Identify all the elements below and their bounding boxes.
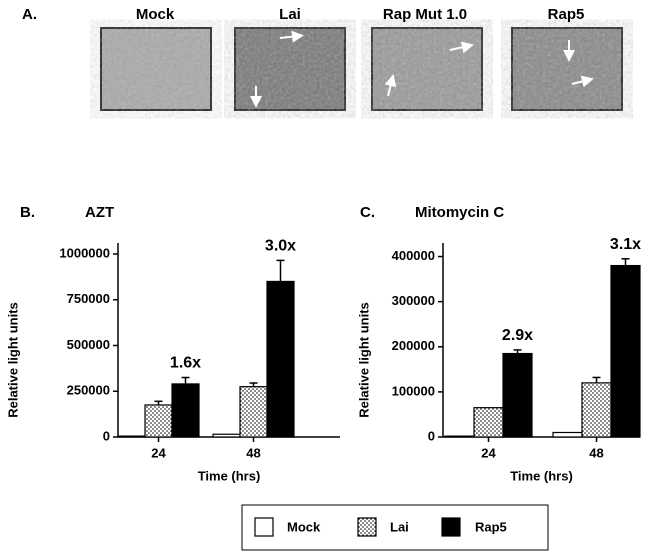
- micrograph: [100, 27, 212, 111]
- image-caption: Rap Mut 1.0: [383, 6, 467, 23]
- micrographs: [100, 27, 623, 111]
- chart-title: AZT: [85, 204, 114, 221]
- micrograph: [371, 27, 483, 111]
- legend-label: Mock: [287, 519, 321, 534]
- bar: [581, 382, 612, 438]
- bar: [473, 407, 504, 438]
- y-tick-label: 1000000: [59, 245, 110, 260]
- annotation: 3.1x: [610, 236, 641, 253]
- annotation: 2.9x: [502, 327, 533, 344]
- x-axis-label: Time (hrs): [198, 468, 261, 483]
- bar: [171, 383, 200, 438]
- x-tick-label: 24: [481, 445, 496, 460]
- error-bar: [513, 349, 522, 354]
- y-tick-label: 250000: [67, 383, 110, 398]
- bar: [212, 433, 241, 438]
- error-bar: [181, 376, 190, 384]
- bar: [117, 435, 146, 438]
- y-tick-label: 0: [103, 428, 110, 443]
- image-caption: Lai: [279, 6, 301, 23]
- bar: [610, 264, 641, 438]
- chart-title: Mitomycin C: [415, 204, 504, 221]
- bar: [266, 280, 295, 438]
- panel-label: B.: [20, 204, 35, 221]
- x-tick-label: 48: [246, 445, 260, 460]
- micrograph: [234, 27, 346, 111]
- y-tick-label: 0: [428, 428, 435, 443]
- legend-label: Lai: [390, 519, 409, 534]
- image-caption: Rap5: [548, 6, 585, 23]
- bar: [239, 386, 268, 438]
- legend-label: Rap5: [475, 519, 507, 534]
- error-bar: [621, 258, 630, 266]
- micrograph: [511, 27, 623, 111]
- y-tick-label: 100000: [392, 383, 435, 398]
- x-tick-label: 24: [151, 445, 166, 460]
- y-axis-label: Relative light units: [5, 302, 20, 418]
- bar: [502, 352, 533, 438]
- y-tick-label: 400000: [392, 248, 435, 263]
- error-bar: [249, 382, 258, 387]
- legend-box: [241, 504, 549, 551]
- error-bar: [592, 376, 601, 383]
- annotation: 1.6x: [170, 355, 201, 372]
- y-tick-label: 200000: [392, 338, 435, 353]
- bar: [552, 431, 583, 438]
- y-tick-label: 750000: [67, 291, 110, 306]
- legend-swatch: [441, 517, 461, 537]
- x-axis-label: Time (hrs): [510, 468, 573, 483]
- panel-label: C.: [360, 204, 375, 221]
- bar: [444, 435, 475, 438]
- image-caption: Mock: [136, 6, 175, 23]
- y-tick-label: 300000: [392, 293, 435, 308]
- panel-label: A.: [22, 6, 37, 23]
- y-axis-label: Relative light units: [356, 302, 371, 418]
- error-bar: [154, 400, 163, 405]
- x-tick-label: 48: [589, 445, 603, 460]
- bar: [144, 404, 173, 438]
- legend-swatch: [254, 517, 274, 537]
- annotation: 3.0x: [265, 238, 296, 255]
- legend-swatch: [357, 517, 377, 537]
- error-bar: [276, 259, 285, 282]
- y-tick-label: 500000: [67, 337, 110, 352]
